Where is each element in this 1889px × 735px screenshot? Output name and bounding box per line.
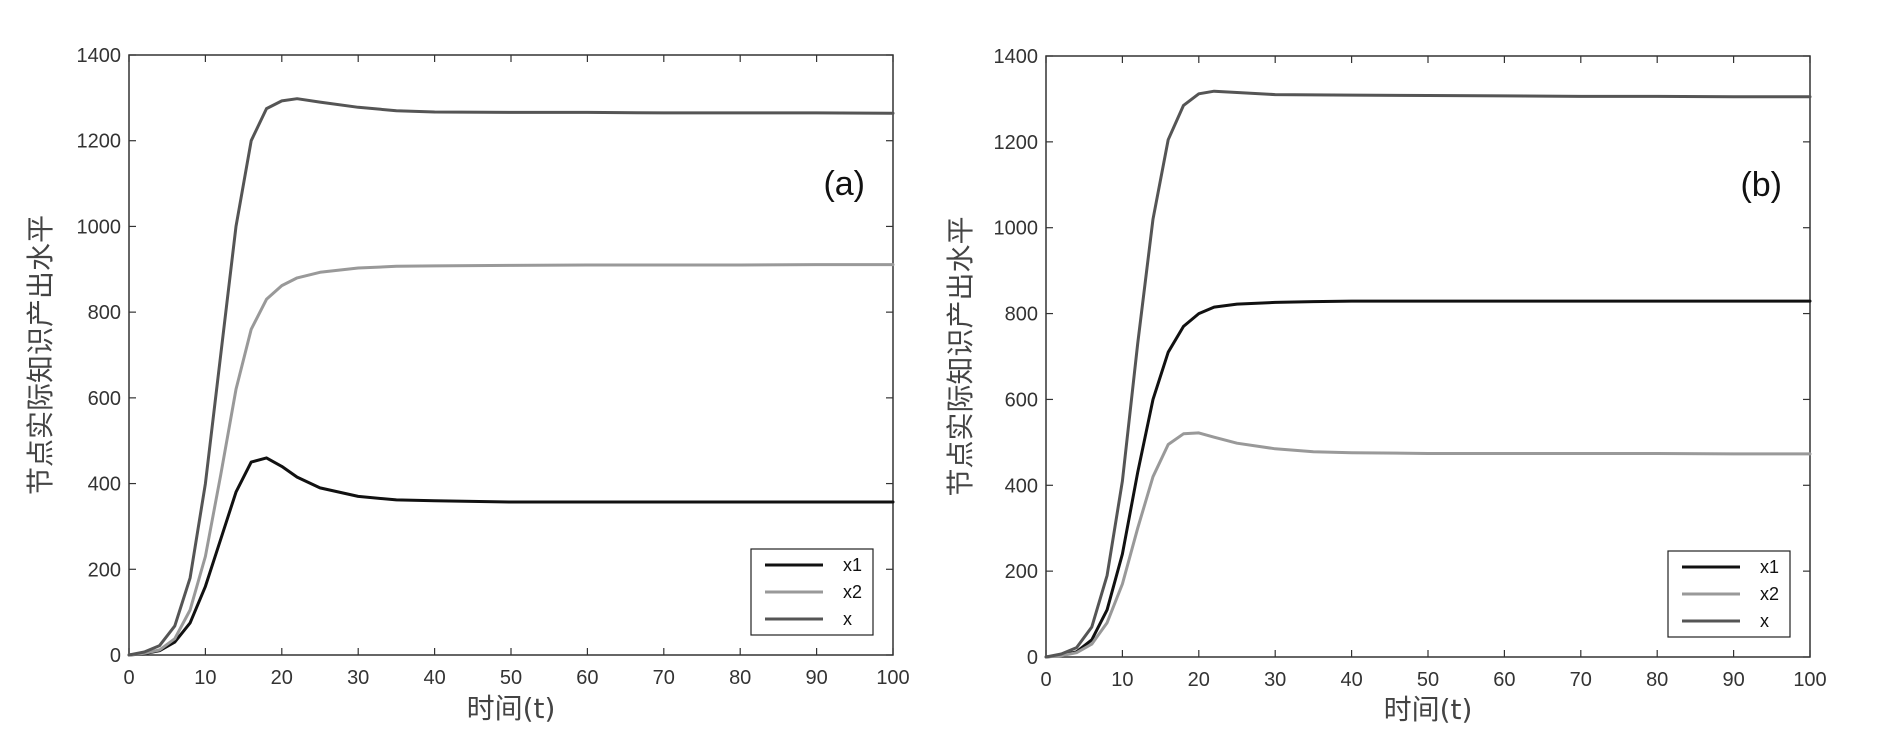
x-tick-label: 60	[1493, 669, 1515, 691]
y-tick-label: 800	[88, 302, 121, 324]
series-line-x	[1044, 89, 1812, 659]
x-tick-label: 100	[1793, 669, 1826, 691]
x-tick-label: 0	[1040, 669, 1051, 691]
x-tick-label: 90	[1722, 669, 1744, 691]
x-tick-label: 20	[271, 667, 293, 689]
x-tick-label: 50	[500, 667, 522, 689]
series-line-x1	[127, 456, 895, 657]
y-axis-label: 节点实际知识产出水平	[944, 216, 977, 496]
x-tick-label: 0	[123, 667, 134, 689]
series-line-x2	[1044, 431, 1812, 659]
legend-label: x1	[843, 555, 862, 575]
y-tick-label: 1200	[77, 131, 122, 153]
x-tick-label: 50	[1417, 669, 1439, 691]
series-line-x2	[127, 263, 895, 657]
legend: x1 x2 x	[1667, 550, 1791, 638]
x-tick-label: 100	[876, 667, 909, 689]
x-tick-label: 30	[1264, 669, 1286, 691]
x-tick-label: 70	[653, 667, 675, 689]
y-tick-label: 1200	[994, 132, 1039, 154]
y-tick-label: 200	[88, 559, 121, 581]
chart-panel-2: 0 10 20 30 40 50 60 70 80 90 100020040060080010001…	[944, 46, 1827, 726]
panel-label: (b)	[1740, 166, 1782, 204]
y-tick-label: 200	[1005, 561, 1038, 583]
y-tick-label: 600	[88, 388, 121, 410]
x-tick-label: 70	[1570, 669, 1592, 691]
x-tick-label: 40	[423, 667, 445, 689]
legend-label: x	[843, 609, 852, 629]
y-tick-label: 1400	[994, 46, 1039, 68]
y-tick-label: 1000	[77, 216, 122, 238]
x-tick-label: 80	[1646, 669, 1668, 691]
y-tick-label: 400	[88, 474, 121, 496]
x-tick-label: 20	[1188, 669, 1210, 691]
series-line-x1	[1044, 299, 1812, 659]
y-tick-label: 1000	[994, 218, 1039, 240]
chart-panel-1: 0 10 20 30 40 50 60 70 80 90 100020040060080010001…	[24, 45, 910, 725]
legend: x1 x2 x	[750, 548, 874, 636]
x-axis-label: 时间(t)	[1384, 693, 1473, 726]
series-line-x	[127, 97, 895, 657]
y-tick-label: 1400	[77, 45, 122, 67]
x-tick-label: 40	[1340, 669, 1362, 691]
legend-label: x	[1760, 611, 1769, 631]
x-axis-label: 时间(t)	[467, 692, 556, 725]
y-tick-label: 600	[1005, 389, 1038, 411]
x-tick-label: 30	[347, 667, 369, 689]
panel-label: (a)	[823, 165, 865, 203]
y-axis-label: 节点实际知识产出水平	[24, 215, 57, 495]
x-tick-label: 80	[729, 667, 751, 689]
y-tick-label: 400	[1005, 475, 1038, 497]
y-tick-label: 0	[110, 645, 121, 667]
x-tick-label: 10	[194, 667, 216, 689]
y-tick-label: 800	[1005, 304, 1038, 326]
legend-label: x2	[843, 582, 862, 602]
x-tick-label: 90	[805, 667, 827, 689]
x-tick-label: 60	[576, 667, 598, 689]
y-tick-label: 0	[1027, 647, 1038, 669]
legend-label: x2	[1760, 584, 1779, 604]
x-tick-label: 10	[1111, 669, 1133, 691]
legend-label: x1	[1760, 557, 1779, 577]
